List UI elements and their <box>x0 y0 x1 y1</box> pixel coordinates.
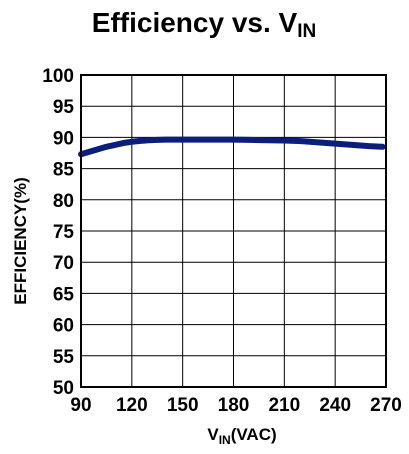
x-tick-label: 240 <box>319 395 351 416</box>
y-axis-label: EFFICIENCY(%) <box>11 177 30 305</box>
chart-title-subscript: IN <box>297 21 316 42</box>
x-tick-label: 210 <box>268 395 300 416</box>
tick-labels: 90 120 150 180 210 240 270 50 55 60 65 70 75 80 85 90 95… <box>42 66 402 416</box>
y-tick-label: 55 <box>53 347 75 368</box>
x-axis-label-subscript: IN <box>219 433 231 447</box>
y-tick-label: 90 <box>53 128 74 149</box>
grid-lines <box>81 75 386 387</box>
series-layer <box>78 136 386 158</box>
chart-title-main: Efficiency vs. V <box>92 7 298 38</box>
chart-title: Efficiency vs. VIN <box>92 7 316 42</box>
y-tick-label: 100 <box>42 66 74 87</box>
y-tick-label: 80 <box>53 191 74 212</box>
x-axis-label-unit: (VAC) <box>231 425 277 444</box>
x-axis-label-main: V <box>207 425 219 444</box>
y-tick-label: 95 <box>53 97 75 118</box>
y-tick-label: 75 <box>53 222 75 243</box>
x-tick-label: 150 <box>167 395 199 416</box>
x-tick-label: 270 <box>370 395 402 416</box>
y-tick-label: 85 <box>53 160 75 181</box>
x-axis-label: VIN(VAC) <box>207 425 276 447</box>
y-tick-label: 70 <box>53 253 74 274</box>
x-tick-label: 180 <box>218 395 250 416</box>
x-tick-label: 120 <box>116 395 148 416</box>
y-tick-label: 65 <box>53 284 75 305</box>
plot-frame <box>80 74 387 388</box>
efficiency-series-line <box>78 136 386 158</box>
x-tick-label: 90 <box>70 395 91 416</box>
y-tick-label: 60 <box>53 316 74 337</box>
y-tick-label: 50 <box>53 378 74 399</box>
